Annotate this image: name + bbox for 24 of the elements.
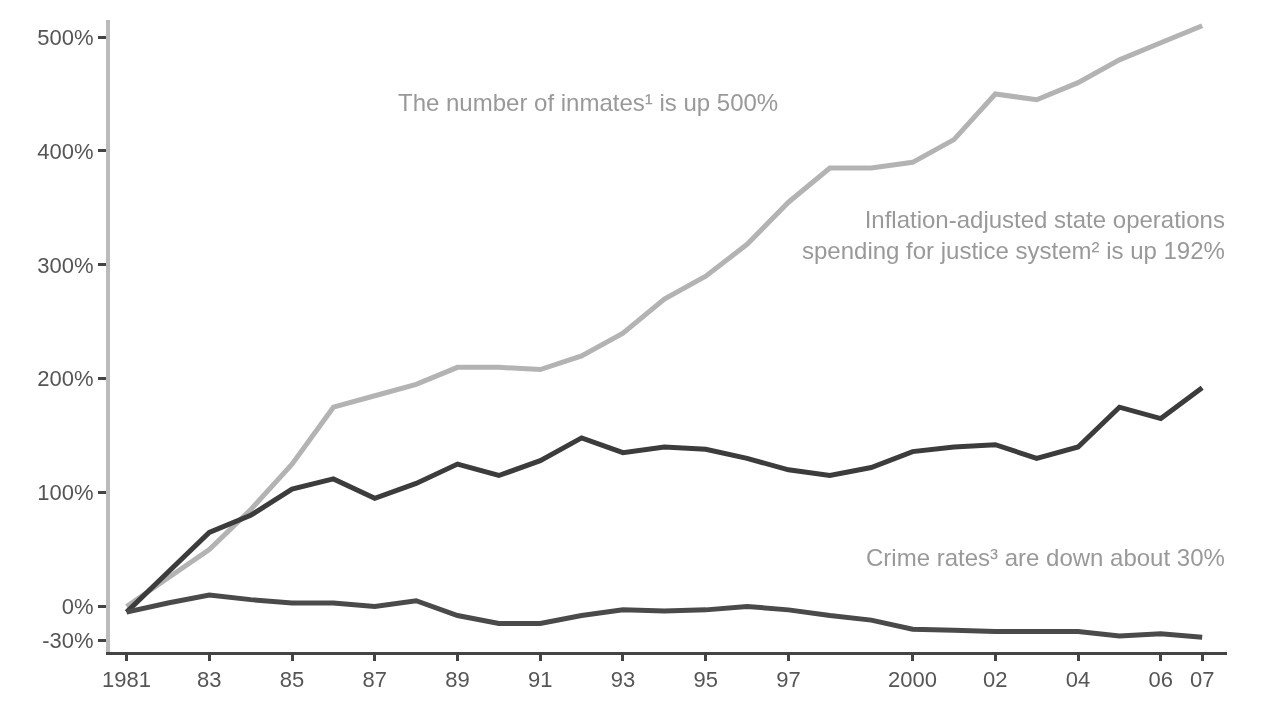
y-tick-label: 400% [37,138,94,164]
y-tick-label: 500% [37,24,94,50]
x-tick-label: 04 [1065,667,1091,693]
y-tick-label: 100% [37,480,94,506]
x-tick-label: 02 [983,667,1008,693]
annotation: Inflation-adjusted state operations spending for justice system² is up 192% [802,206,1225,265]
x-tick-label: 95 [693,667,718,693]
x-tick-label: 87 [362,667,388,693]
x-tick-label: 1981 [102,667,152,693]
y-tick-label: -30% [42,628,94,654]
x-tick-label: 85 [279,667,305,693]
y-tick-label: 200% [37,366,94,392]
annotation: Crime rates³ are down about 30% [866,544,1225,571]
x-tick-label: 06 [1148,667,1174,693]
x-tick-label: 89 [445,667,470,693]
annotation: The number of inmates¹ is up 500% [398,89,779,116]
x-tick-label: 07 [1189,667,1215,693]
y-tick-label: 300% [37,252,94,278]
x-tick-label: 83 [197,667,222,693]
x-tick-label: 91 [528,667,553,693]
x-tick-label: 97 [776,667,801,693]
y-tick-label: 0% [61,594,94,620]
x-tick-label: 93 [610,667,636,693]
x-tick-label: 2000 [888,667,938,693]
